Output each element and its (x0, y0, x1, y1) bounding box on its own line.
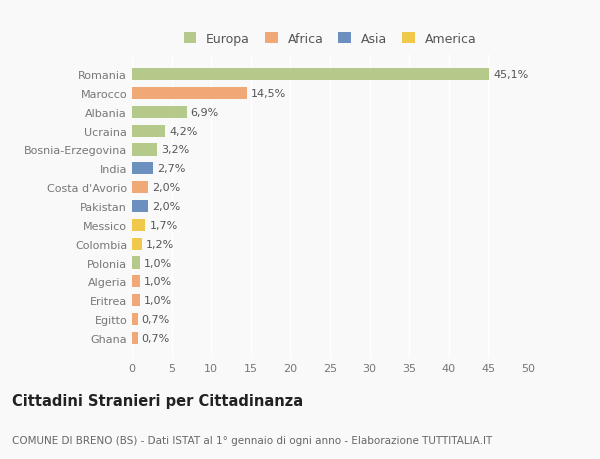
Text: 1,7%: 1,7% (149, 220, 178, 230)
Bar (132, 125, 165, 137)
Bar (132, 106, 187, 119)
Text: 14,5%: 14,5% (251, 89, 286, 99)
Bar (132, 238, 142, 250)
Text: 1,0%: 1,0% (144, 296, 172, 306)
Bar (132, 163, 154, 175)
Text: 1,2%: 1,2% (145, 239, 174, 249)
Bar (132, 219, 145, 231)
Text: 4,2%: 4,2% (169, 126, 197, 136)
Text: 3,2%: 3,2% (161, 145, 190, 155)
Bar (132, 257, 140, 269)
Text: 6,9%: 6,9% (191, 107, 219, 118)
Text: 45,1%: 45,1% (493, 70, 529, 80)
Text: Cittadini Stranieri per Cittadinanza: Cittadini Stranieri per Cittadinanza (12, 393, 303, 409)
Text: 1,0%: 1,0% (144, 258, 172, 268)
Text: 0,7%: 0,7% (142, 333, 170, 343)
Bar (132, 294, 140, 307)
Text: 0,7%: 0,7% (142, 314, 170, 325)
Bar (132, 69, 489, 81)
Bar (132, 201, 148, 213)
Bar (132, 144, 157, 156)
Bar (132, 276, 140, 288)
Text: 2,7%: 2,7% (157, 164, 186, 174)
Text: 2,0%: 2,0% (152, 183, 180, 193)
Legend: Europa, Africa, Asia, America: Europa, Africa, Asia, America (184, 33, 476, 46)
Text: 2,0%: 2,0% (152, 202, 180, 212)
Text: COMUNE DI BRENO (BS) - Dati ISTAT al 1° gennaio di ogni anno - Elaborazione TUTT: COMUNE DI BRENO (BS) - Dati ISTAT al 1° … (12, 435, 492, 445)
Bar (132, 88, 247, 100)
Bar (132, 332, 137, 344)
Text: 1,0%: 1,0% (144, 277, 172, 287)
Bar (132, 182, 148, 194)
Bar (132, 313, 137, 325)
